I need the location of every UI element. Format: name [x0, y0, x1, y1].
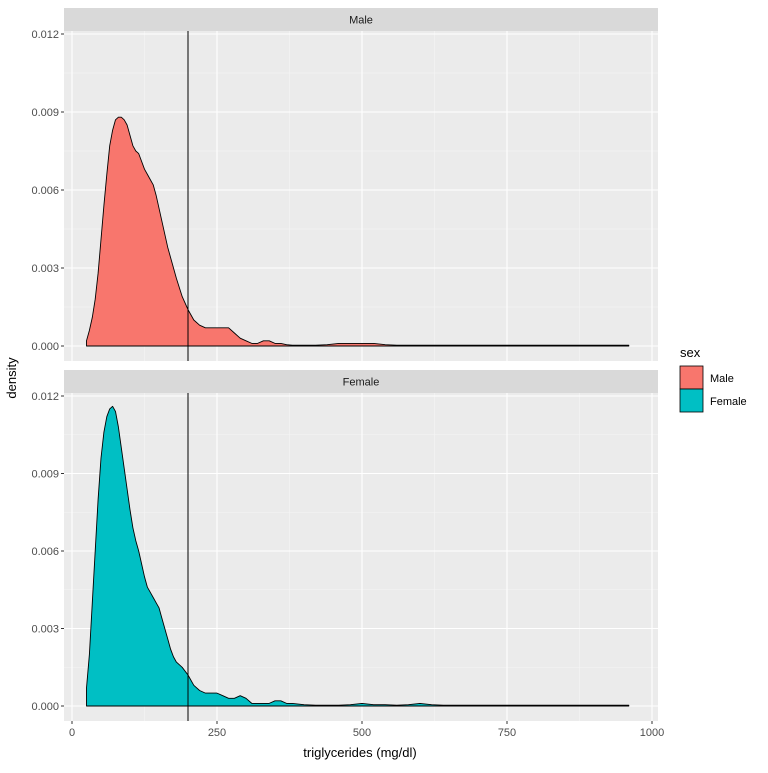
y-axis-title: density [4, 357, 19, 399]
legend-label-female: Female [710, 396, 747, 408]
y-tick-label: 0.000 [31, 701, 59, 713]
axes-layer: triglycerides (mg/dl) density [4, 357, 417, 760]
strip-male [64, 8, 658, 31]
y-tick-label: 0.000 [31, 341, 59, 353]
y-tick-label: 0.003 [31, 263, 59, 275]
strip-female [64, 370, 658, 393]
y-tick-label: 0.006 [31, 546, 59, 558]
x-tick-label: 0 [69, 727, 75, 739]
x-tick-label: 250 [208, 727, 226, 739]
strip-label-female: Female [343, 377, 380, 389]
legend-key-male [679, 365, 704, 390]
legend-key-female [679, 388, 704, 413]
y-tick-label: 0.006 [31, 185, 59, 197]
density-area-male [86, 116, 630, 347]
legend-label-male: Male [710, 373, 734, 385]
y-tick-label: 0.012 [31, 391, 59, 403]
y-tick-label: 0.009 [31, 107, 59, 119]
strip-label-male: Male [349, 15, 373, 27]
x-axis-title: triglycerides (mg/dl) [303, 745, 416, 760]
x-tick-label: 1000 [640, 727, 664, 739]
density-area-female [86, 405, 630, 707]
panels-layer: Male 0.000 0.003 0.006 0.009 0.012 Female 0.000… [31, 8, 664, 739]
panel-female: Female 0.000 0.003 0.006 0.009 0.012 0 250 500 75… [31, 370, 664, 739]
x-tick-label: 750 [498, 727, 516, 739]
x-tick-label: 500 [353, 727, 371, 739]
legend-title: sex [680, 345, 701, 360]
legend: sex Male Female [679, 345, 747, 413]
y-tick-label: 0.009 [31, 469, 59, 481]
y-tick-label: 0.012 [31, 29, 59, 41]
panel-male: Male 0.000 0.003 0.006 0.009 0.012 [31, 8, 658, 361]
y-tick-label: 0.003 [31, 624, 59, 636]
